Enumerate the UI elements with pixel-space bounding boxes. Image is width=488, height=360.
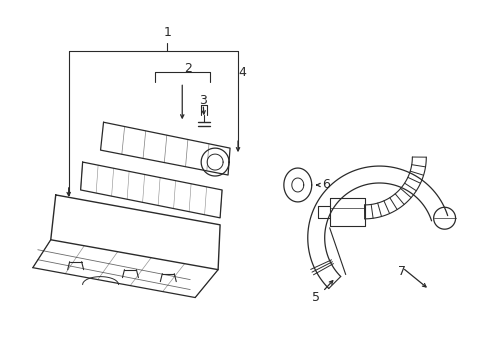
Text: 1: 1 — [163, 26, 171, 39]
Text: 6: 6 — [321, 179, 329, 192]
Text: 4: 4 — [238, 66, 245, 79]
Text: 2: 2 — [184, 62, 192, 75]
Text: 5: 5 — [311, 291, 319, 304]
Text: 3: 3 — [199, 94, 207, 107]
Text: 7: 7 — [398, 265, 406, 278]
